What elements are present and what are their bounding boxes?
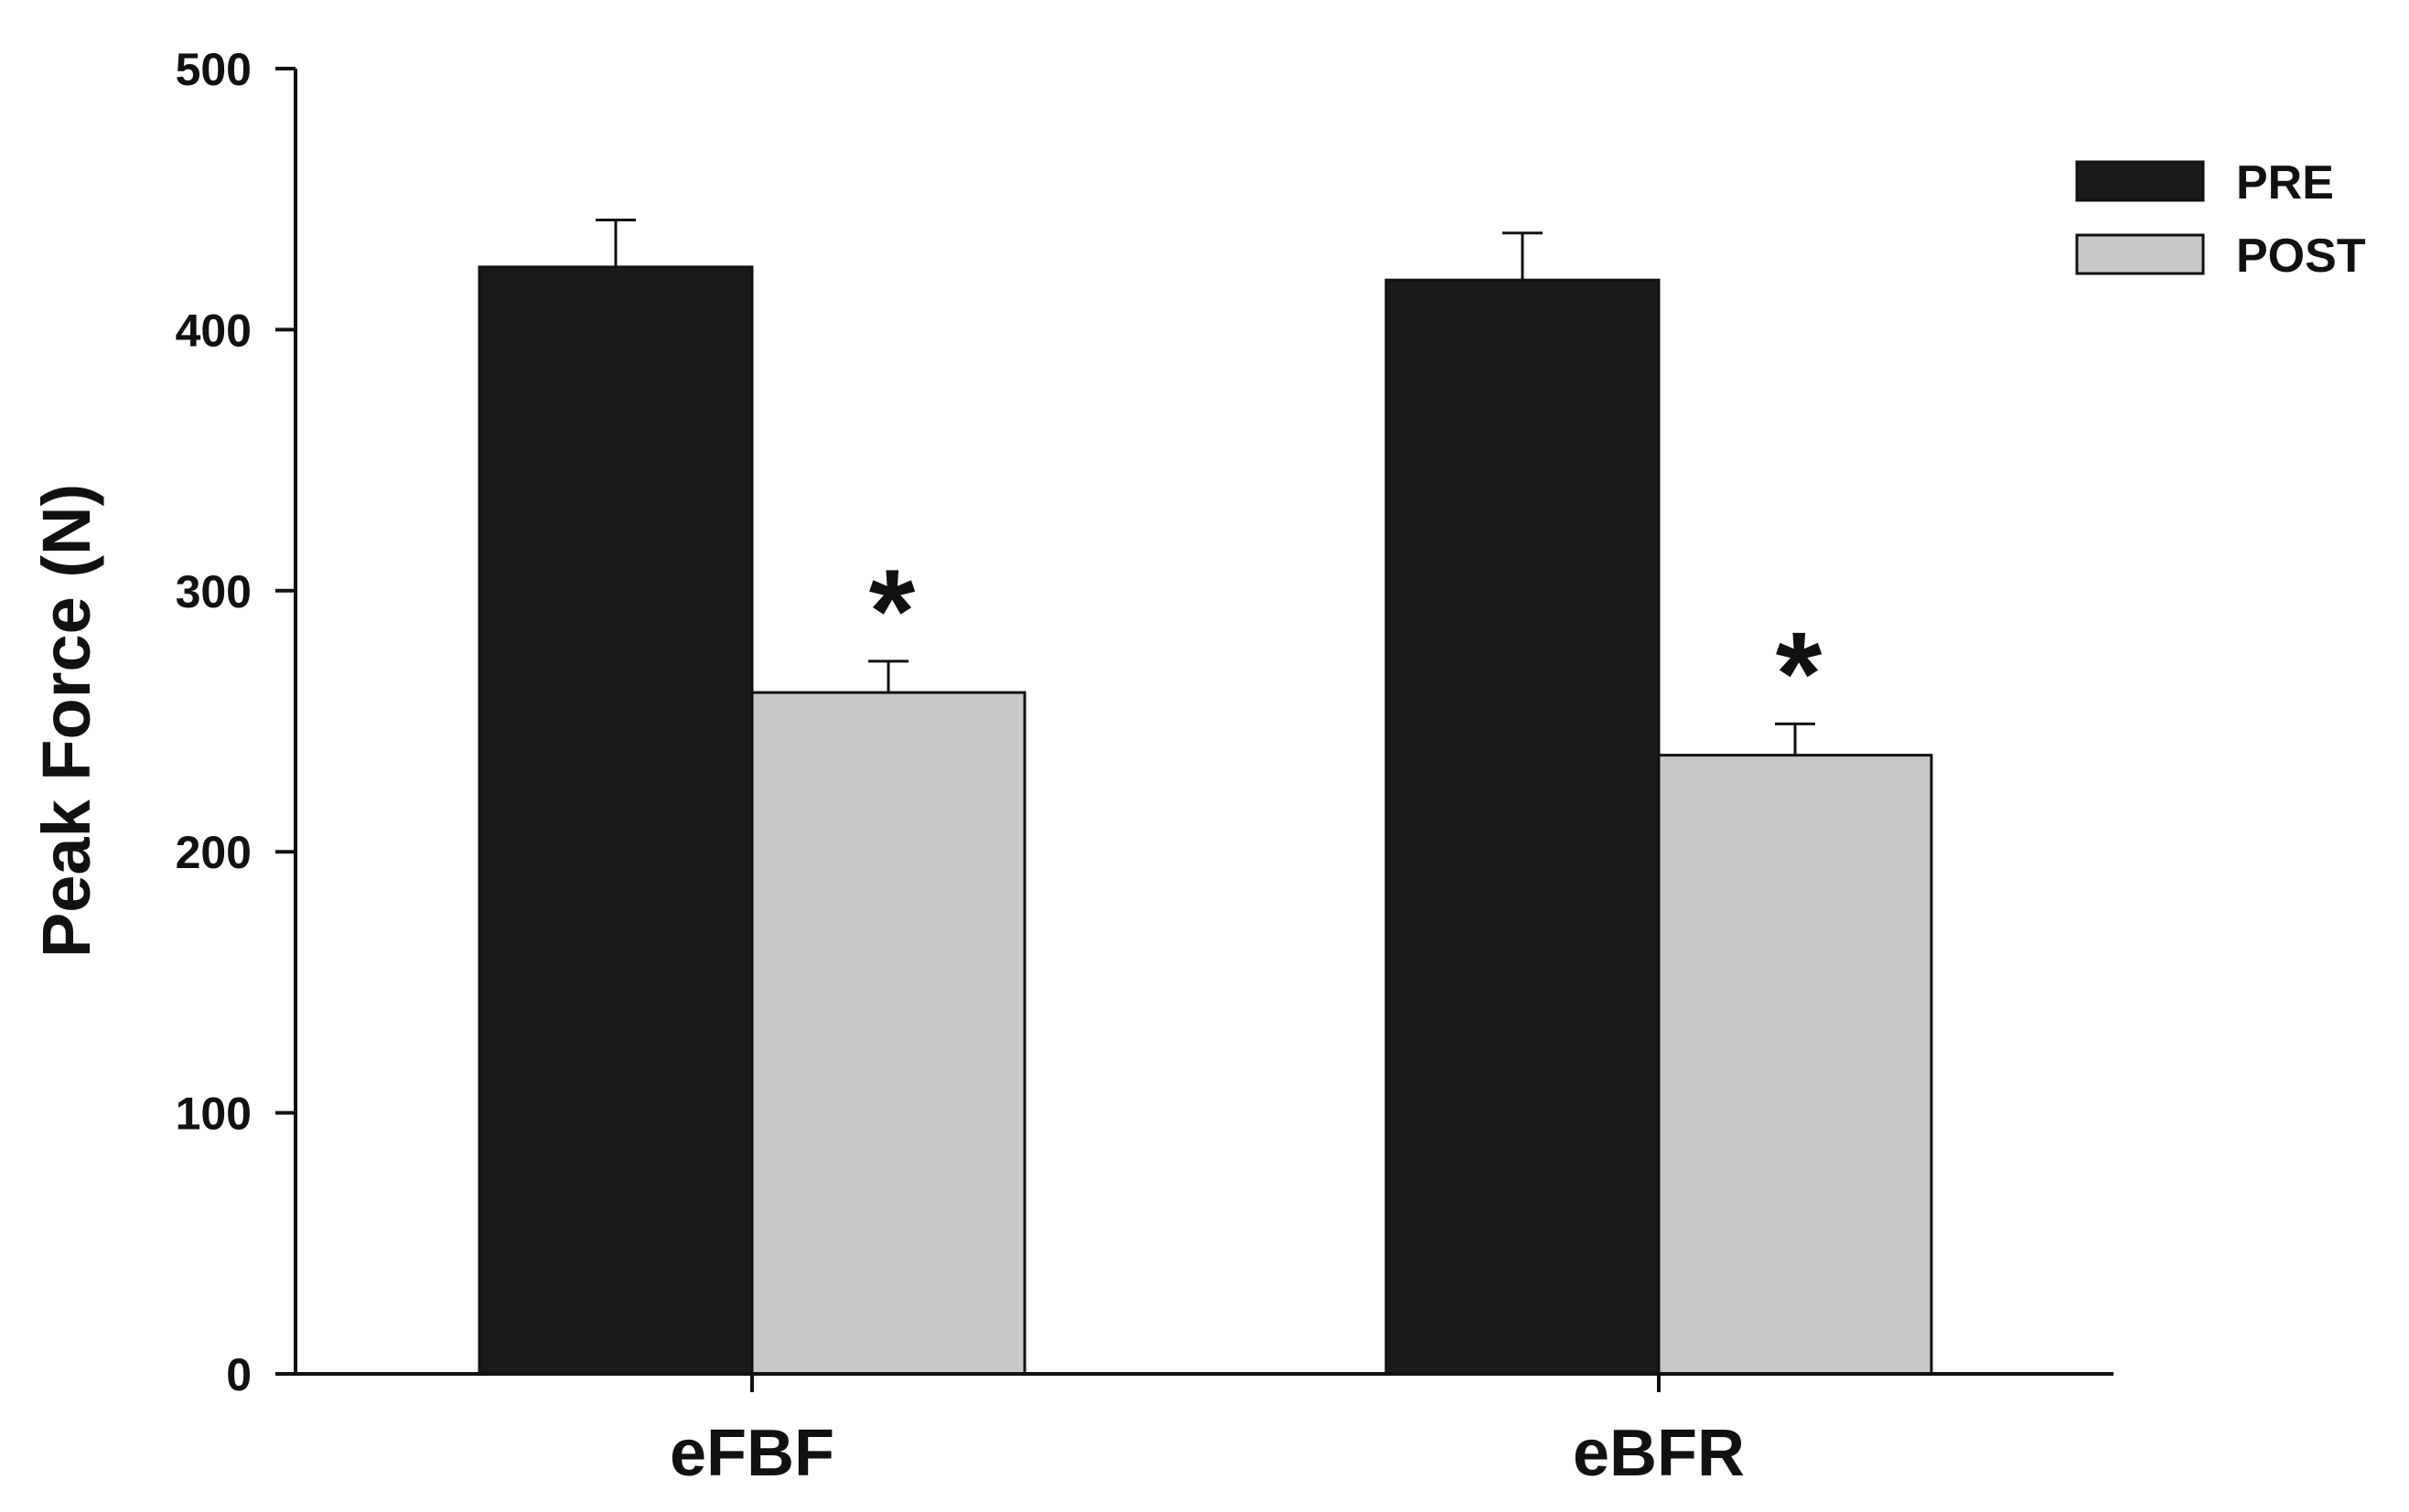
significance-marker: * (1776, 606, 1823, 740)
legend-swatch-post (2075, 233, 2205, 275)
significance-marker: * (869, 544, 916, 678)
bar-pre-efbf (478, 265, 754, 1376)
x-tick-label: eBFR (1573, 1417, 1745, 1490)
y-tick-label: 200 (176, 827, 252, 878)
error-bars-layer (596, 219, 1815, 756)
y-tick-label: 100 (176, 1088, 252, 1140)
bar-post-efbf (750, 691, 1027, 1376)
legend-label-pre: PRE (2236, 156, 2334, 209)
bar-pre-ebfr (1384, 278, 1661, 1376)
legend-swatch-pre (2075, 160, 2205, 202)
y-tick-label: 0 (226, 1349, 252, 1400)
bars-layer (478, 265, 1933, 1376)
y-tick-label: 300 (176, 566, 252, 617)
y-tick-label: 400 (176, 305, 252, 356)
labels-layer: * * 0 100 200 300 400 500 eFBF eBFR Peak Force (N) (28, 44, 1823, 1490)
axes-layer (275, 67, 2113, 1392)
bar-post-ebfr (1657, 754, 1933, 1376)
legend-label-post: POST (2236, 230, 2366, 283)
y-tick-label: 500 (176, 44, 252, 95)
x-tick-label: eFBF (670, 1417, 834, 1490)
y-axis-title: Peak Force (N) (28, 484, 104, 958)
legend: PRE POST (2075, 156, 2366, 283)
